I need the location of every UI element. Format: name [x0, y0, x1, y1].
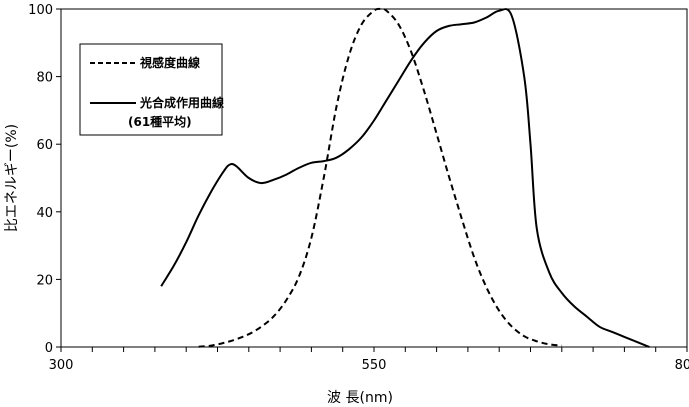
y-axis-label: 比エネルギー(%) — [4, 124, 20, 232]
y-tick-label: 40 — [36, 206, 53, 221]
legend-label-photosynthesis: 光合成作用曲線 — [139, 95, 224, 110]
x-tick-label: 550 — [362, 358, 387, 373]
series-visibility-curve — [198, 7, 562, 348]
x-tick-label: 800 — [675, 358, 689, 373]
series-layer — [160, 7, 650, 348]
y-tick-label: 60 — [36, 138, 53, 153]
axes: 0 20 40 60 80 100 300 550 800 — [28, 3, 689, 373]
x-tick-label: 300 — [49, 358, 74, 373]
series-photosynthesis-curve — [160, 8, 650, 348]
legend-label-photosynthesis-note: (61種平均) — [128, 114, 192, 129]
y-tick-label: 100 — [28, 3, 53, 18]
y-tick-label: 0 — [45, 341, 53, 356]
legend: 視感度曲線 光合成作用曲線 (61種平均) — [79, 43, 224, 136]
y-tick-label: 80 — [36, 71, 53, 86]
y-tick-label: 20 — [36, 273, 53, 288]
x-axis-label: 波 長(nm) — [327, 390, 393, 406]
legend-label-visibility: 視感度曲線 — [139, 55, 200, 70]
legend-box — [79, 43, 223, 136]
